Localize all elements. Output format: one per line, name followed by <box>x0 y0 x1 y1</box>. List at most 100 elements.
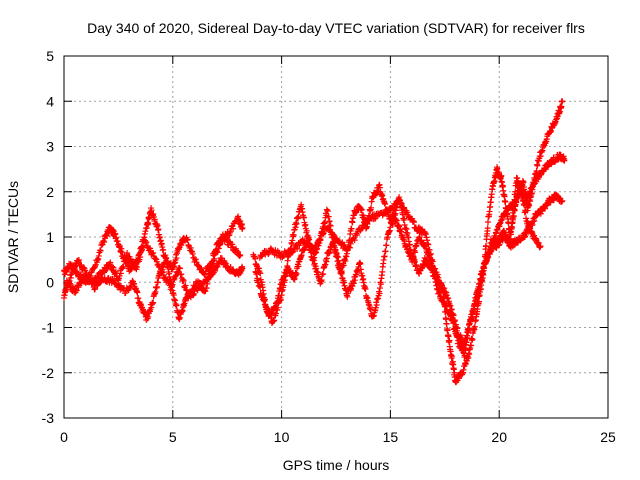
data-point <box>78 280 85 287</box>
data-point <box>134 289 141 296</box>
data-point <box>450 312 457 319</box>
data-point <box>192 256 199 263</box>
data-point <box>454 325 461 332</box>
data-point <box>94 257 101 264</box>
data-point <box>145 221 152 228</box>
data-point <box>181 283 188 290</box>
data-point <box>448 306 455 313</box>
x-tick-label: 15 <box>383 429 399 445</box>
data-point <box>94 275 101 282</box>
data-point <box>234 248 241 255</box>
data-point <box>229 241 236 248</box>
data-point <box>204 275 211 282</box>
data-point <box>289 237 296 244</box>
data-point <box>559 98 566 105</box>
data-point <box>182 282 189 289</box>
data-point <box>393 217 400 224</box>
y-tick-label: -3 <box>42 410 55 426</box>
data-point <box>183 287 190 294</box>
x-tick-labels: 0 5 10 15 20 25 <box>60 429 616 445</box>
y-tick-label: 1 <box>46 229 54 245</box>
data-point <box>212 267 219 274</box>
data-point <box>357 260 364 267</box>
data-point <box>202 288 209 295</box>
y-tick-label: 0 <box>46 274 54 290</box>
data-point <box>469 336 476 343</box>
data-point <box>101 239 108 246</box>
y-tick-label: -1 <box>42 320 55 336</box>
data-point <box>205 271 212 278</box>
data-point <box>170 276 177 283</box>
x-tick-label: 0 <box>60 429 68 445</box>
data-point <box>176 264 183 271</box>
data-point <box>112 268 119 275</box>
data-point <box>230 225 237 232</box>
data-point <box>95 252 102 259</box>
x-tick-label: 10 <box>274 429 290 445</box>
data-point <box>277 296 284 303</box>
data-point <box>320 270 327 277</box>
axis-ticks <box>63 55 609 419</box>
data-point <box>91 286 98 293</box>
data-point <box>174 269 181 276</box>
data-point <box>184 236 191 243</box>
y-tick-label: 5 <box>46 48 54 64</box>
data-point <box>169 281 176 288</box>
data-point <box>163 255 170 262</box>
data-point <box>160 246 167 253</box>
data-point <box>485 219 492 226</box>
data-point <box>172 273 179 280</box>
data-point <box>382 248 389 255</box>
data-point <box>180 276 187 283</box>
data-point <box>444 327 451 334</box>
data-point <box>132 262 139 269</box>
data-point <box>471 323 478 330</box>
data-point <box>74 257 81 264</box>
y-tick-label: -2 <box>42 365 55 381</box>
data-point <box>204 280 211 287</box>
data-point <box>413 261 420 268</box>
data-point <box>75 284 82 291</box>
data-point <box>109 226 116 233</box>
data-point <box>236 252 243 259</box>
data-point <box>303 227 310 234</box>
data-point <box>271 317 278 324</box>
data-point <box>502 198 509 205</box>
y-tick-label: 2 <box>46 184 54 200</box>
data-point <box>484 225 491 232</box>
data-point <box>237 252 244 259</box>
data-point <box>293 220 300 227</box>
data-point <box>160 271 167 278</box>
data-point <box>214 263 221 270</box>
data-point <box>150 299 157 306</box>
data-point <box>376 285 383 292</box>
data-point <box>350 280 357 287</box>
data-point <box>257 284 264 291</box>
data-point <box>295 213 302 220</box>
data-point <box>134 263 141 270</box>
data-point <box>311 260 318 267</box>
data-point <box>450 366 457 373</box>
data-point <box>465 327 472 334</box>
data-point <box>534 162 541 169</box>
data-point <box>143 239 150 246</box>
data-point <box>188 248 195 255</box>
data-point <box>324 207 331 214</box>
data-point <box>230 266 237 273</box>
x-axis-label: GPS time / hours <box>283 457 390 473</box>
data-point <box>107 259 114 266</box>
data-point <box>373 301 380 308</box>
y-tick-label: 3 <box>46 139 54 155</box>
data-point <box>561 157 568 164</box>
data-point <box>124 250 131 257</box>
data-point <box>270 318 277 325</box>
data-point <box>173 302 180 309</box>
data-point <box>168 284 175 291</box>
data-point <box>401 215 408 222</box>
data-point <box>403 226 410 233</box>
data-point <box>197 280 204 287</box>
data-point <box>180 277 187 284</box>
data-point <box>156 263 163 270</box>
data-point <box>410 253 417 260</box>
